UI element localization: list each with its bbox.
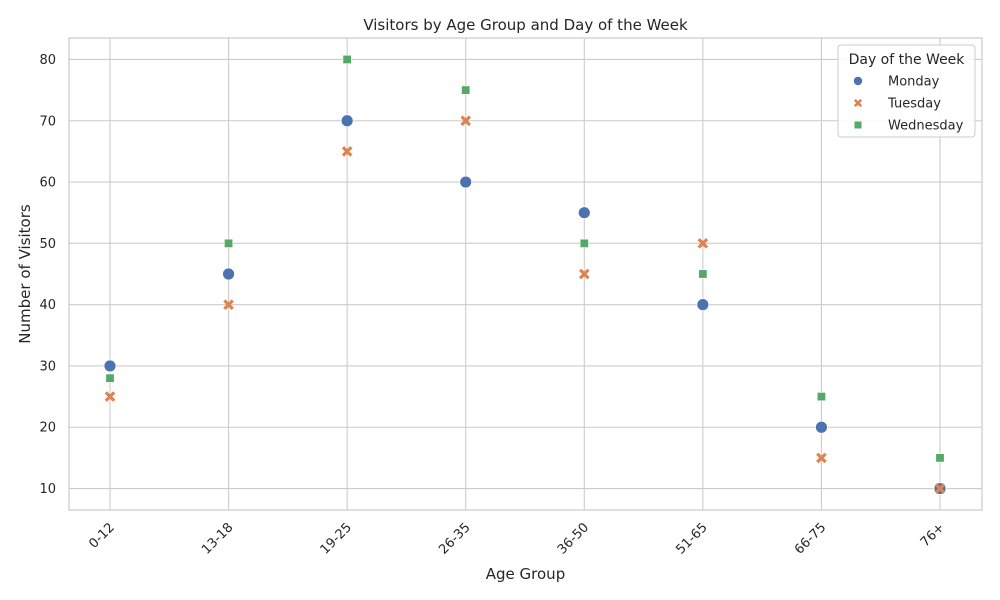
legend-label-wednesday: Wednesday [888,119,964,134]
y-tick-label: 10 [39,482,56,497]
y-tick-label: 50 [39,237,56,252]
legend-marker-wednesday [854,121,862,129]
y-tick-label: 40 [39,298,56,313]
chart-title: Visitors by Age Group and Day of the Wee… [363,16,688,34]
point-monday [103,359,117,373]
point-wednesday [461,85,471,95]
point-tuesday [104,391,116,402]
x-axis-label: Age Group [486,565,565,583]
point-wednesday [698,269,708,279]
legend-label-tuesday: Tuesday [887,97,941,112]
point-tuesday [697,238,709,249]
legend-marker-tuesday [853,98,863,108]
point-wednesday [342,54,352,64]
point-tuesday [578,268,590,280]
point-wednesday [816,392,826,402]
point-wednesday [105,373,115,383]
legend-title: Day of the Week [849,52,966,68]
plot-frame [68,37,983,511]
point-tuesday [341,146,353,157]
point-monday [815,420,828,434]
y-tick-label: 80 [39,53,56,68]
point-tuesday [223,299,234,310]
point-monday [340,114,354,128]
point-tuesday [934,483,946,494]
point-monday [696,298,710,312]
point-wednesday [935,453,945,463]
point-monday [459,175,473,189]
point-wednesday [224,238,234,248]
legend-box [837,44,976,138]
y-tick-label: 70 [39,114,56,129]
point-tuesday [816,452,827,464]
point-monday [222,267,235,281]
y-tick-label: 60 [39,176,56,191]
point-wednesday [579,238,589,248]
y-tick-label: 30 [39,359,56,374]
point-monday [577,206,591,220]
y-axis-ticks: 10 20 30 40 50 60 70 80 [39,53,56,497]
y-axis-label: Number of Visitors [16,204,34,344]
legend: Day of the Week Monday Tuesday Wednesday [837,44,976,138]
legend-marker-monday [853,76,863,86]
data-points [103,54,947,495]
legend-label-monday: Monday [888,75,940,90]
point-tuesday [460,115,472,127]
y-tick-label: 20 [39,421,56,436]
